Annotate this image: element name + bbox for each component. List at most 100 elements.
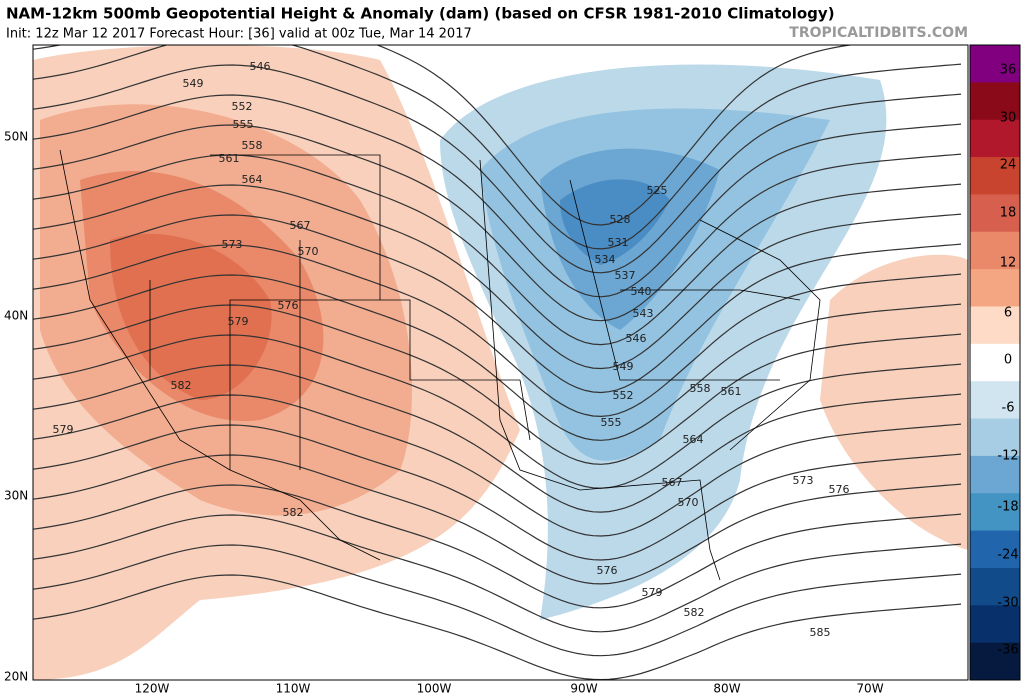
contour-label: 546 — [250, 60, 271, 73]
contour-label: 558 — [242, 139, 263, 152]
colorbar-swatch — [970, 381, 1020, 420]
contour-label: 567 — [662, 476, 683, 489]
title: NAM-12km 500mb Geopotential Height & Ano… — [6, 5, 835, 23]
contour-line — [33, 574, 962, 680]
contour-line — [33, 244, 962, 418]
colorbar-label: -18 — [997, 500, 1018, 515]
contour-label: 576 — [829, 483, 850, 496]
subtitle: Init: 12z Mar 12 2017 Forecast Hour: [36… — [6, 27, 472, 42]
contour-line — [33, 64, 962, 274]
contour-line — [33, 94, 962, 298]
contour-label: 573 — [793, 474, 814, 487]
colorbar-swatch — [970, 605, 1020, 644]
contour-label: 570 — [298, 245, 319, 258]
contour-label: 573 — [222, 238, 243, 251]
colorbar-swatch — [970, 231, 1020, 270]
colorbar-swatch — [970, 567, 1020, 606]
site-name: TROPICALTIDBITS.COM — [789, 25, 968, 41]
contour-label: 561 — [721, 385, 742, 398]
contour-label: 546 — [626, 332, 647, 345]
lat-label: 20N — [4, 670, 28, 684]
colorbar-frame — [969, 44, 1021, 681]
colorbar-swatch — [970, 82, 1020, 121]
lon-label: 100W — [417, 682, 452, 696]
lon-label: 90W — [570, 682, 597, 696]
contour-label: 540 — [631, 285, 652, 298]
colorbar-swatch — [970, 530, 1020, 569]
contour-label: 555 — [233, 118, 254, 131]
contour-label: 549 — [613, 360, 634, 373]
contour-line — [33, 214, 962, 394]
lat-label: 50N — [4, 130, 28, 144]
map-frame — [32, 44, 969, 681]
colorbar-label: 12 — [1000, 256, 1017, 271]
contour-label: 576 — [597, 564, 618, 577]
colorbar-label: -12 — [997, 449, 1018, 464]
contour-label: 543 — [633, 307, 654, 320]
lat-label: 30N — [4, 489, 28, 503]
colorbar-label: -30 — [997, 596, 1018, 611]
contour-label: 576 — [278, 299, 299, 312]
colorbar-label: 24 — [1000, 158, 1017, 173]
contour-line — [33, 124, 962, 322]
lon-label: 110W — [276, 682, 311, 696]
lat-label: 40N — [4, 309, 28, 323]
contour-label: 582 — [171, 379, 192, 392]
contour-line — [33, 154, 962, 346]
colorbar-label: 30 — [1000, 111, 1017, 126]
contour-label: 567 — [290, 219, 311, 232]
contour-label: 582 — [283, 506, 304, 519]
contour-label: 582 — [684, 606, 705, 619]
contour-line — [33, 454, 962, 585]
contour-line — [33, 484, 962, 609]
colorbar-swatch — [970, 455, 1020, 494]
contour-label: 552 — [613, 389, 634, 402]
contour-label: 531 — [608, 236, 629, 249]
colorbar-swatch — [970, 343, 1020, 382]
colorbar-label: 0 — [1004, 353, 1012, 368]
contour-label: 537 — [615, 269, 636, 282]
contour-line — [33, 514, 962, 633]
colorbar-swatch — [970, 418, 1020, 457]
contour-label: 534 — [595, 253, 616, 266]
contour-label: 525 — [647, 184, 668, 197]
contour-line — [33, 424, 962, 561]
contour-label: 579 — [228, 315, 249, 328]
contour-label: 549 — [183, 77, 204, 90]
contour-line — [33, 334, 962, 489]
contour-line — [33, 364, 962, 513]
colorbar-swatch — [970, 493, 1020, 532]
contour-label: 528 — [610, 213, 631, 226]
contour-label: 585 — [810, 626, 831, 639]
lon-label: 70W — [856, 682, 883, 696]
colorbar-swatch — [970, 642, 1020, 681]
colorbar-swatch — [970, 269, 1020, 307]
colorbar-label: -36 — [997, 643, 1018, 658]
map-area — [33, 45, 968, 680]
lon-label: 80W — [713, 682, 740, 696]
contour-label: 579 — [53, 423, 74, 436]
contour-label: 564 — [683, 433, 704, 446]
contour-line — [33, 304, 962, 465]
colorbar-swatch — [970, 194, 1020, 233]
contour-label: 570 — [678, 496, 699, 509]
colorbar-swatch — [970, 119, 1020, 158]
contour-line — [33, 45, 855, 226]
contour-label: 552 — [232, 100, 253, 113]
colorbar-label: 18 — [1000, 206, 1017, 221]
contour-label: 564 — [242, 173, 263, 186]
contour-label: 579 — [642, 586, 663, 599]
colorbar-label: -24 — [997, 548, 1018, 563]
colorbar-label: -6 — [1002, 401, 1015, 416]
contour-line — [33, 544, 962, 657]
colorbar-label: 36 — [1000, 63, 1017, 78]
contour-label: 561 — [219, 152, 240, 165]
contour-line — [33, 184, 962, 370]
contour-line — [33, 45, 962, 250]
colorbar-label: 6 — [1004, 306, 1012, 321]
colorbar-swatch — [970, 45, 1020, 83]
colorbar-swatch — [970, 157, 1020, 195]
contour-line — [33, 394, 962, 537]
contour-label: 558 — [690, 382, 711, 395]
